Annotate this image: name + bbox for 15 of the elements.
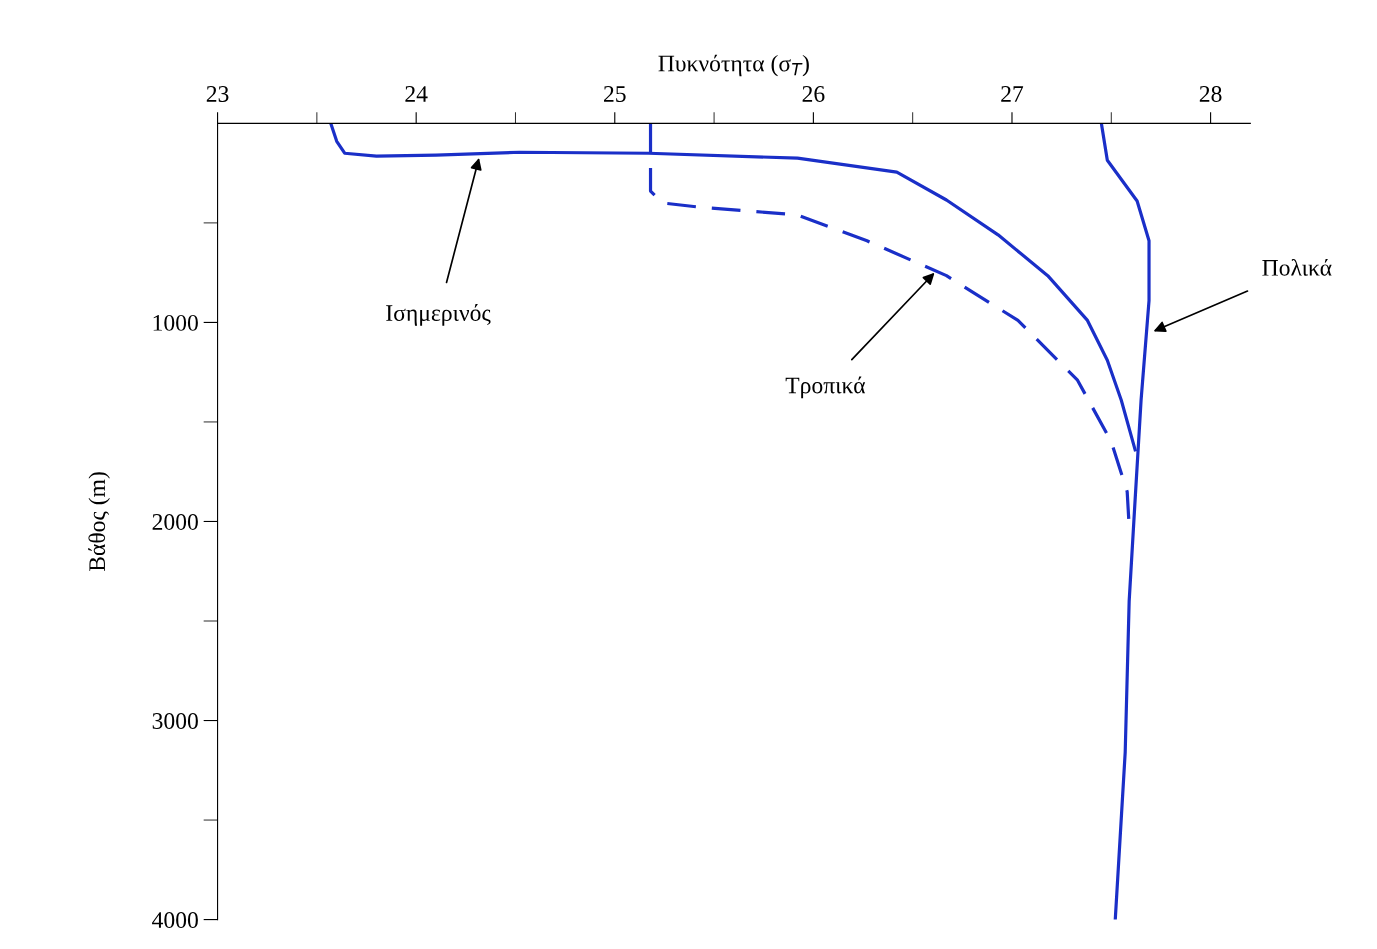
x-tick-label: 28 bbox=[1199, 85, 1222, 102]
x-tick-label: 26 bbox=[802, 86, 825, 102]
y-axis-title: Βάθος (m) bbox=[88, 472, 110, 572]
x-tick-label: 24 bbox=[405, 86, 428, 102]
annotation: Τροπικά bbox=[785, 376, 866, 399]
x-axis-title: Πυκνότητα (σ$_{T}$) bbox=[658, 54, 809, 77]
y-tick-label: 3000 bbox=[152, 713, 198, 729]
annotation: Ισημερινός bbox=[386, 304, 491, 326]
y-tick-label: 2000 bbox=[152, 513, 198, 530]
x-tick-label: 23 bbox=[206, 86, 229, 102]
x-tick-label: 27 bbox=[1001, 86, 1024, 102]
y-tick-label: 4000 bbox=[152, 912, 198, 929]
y-tick-label: 1000 bbox=[153, 314, 198, 331]
x-tick-label: 25 bbox=[604, 86, 626, 102]
annotation: Πολικά bbox=[1262, 258, 1332, 276]
